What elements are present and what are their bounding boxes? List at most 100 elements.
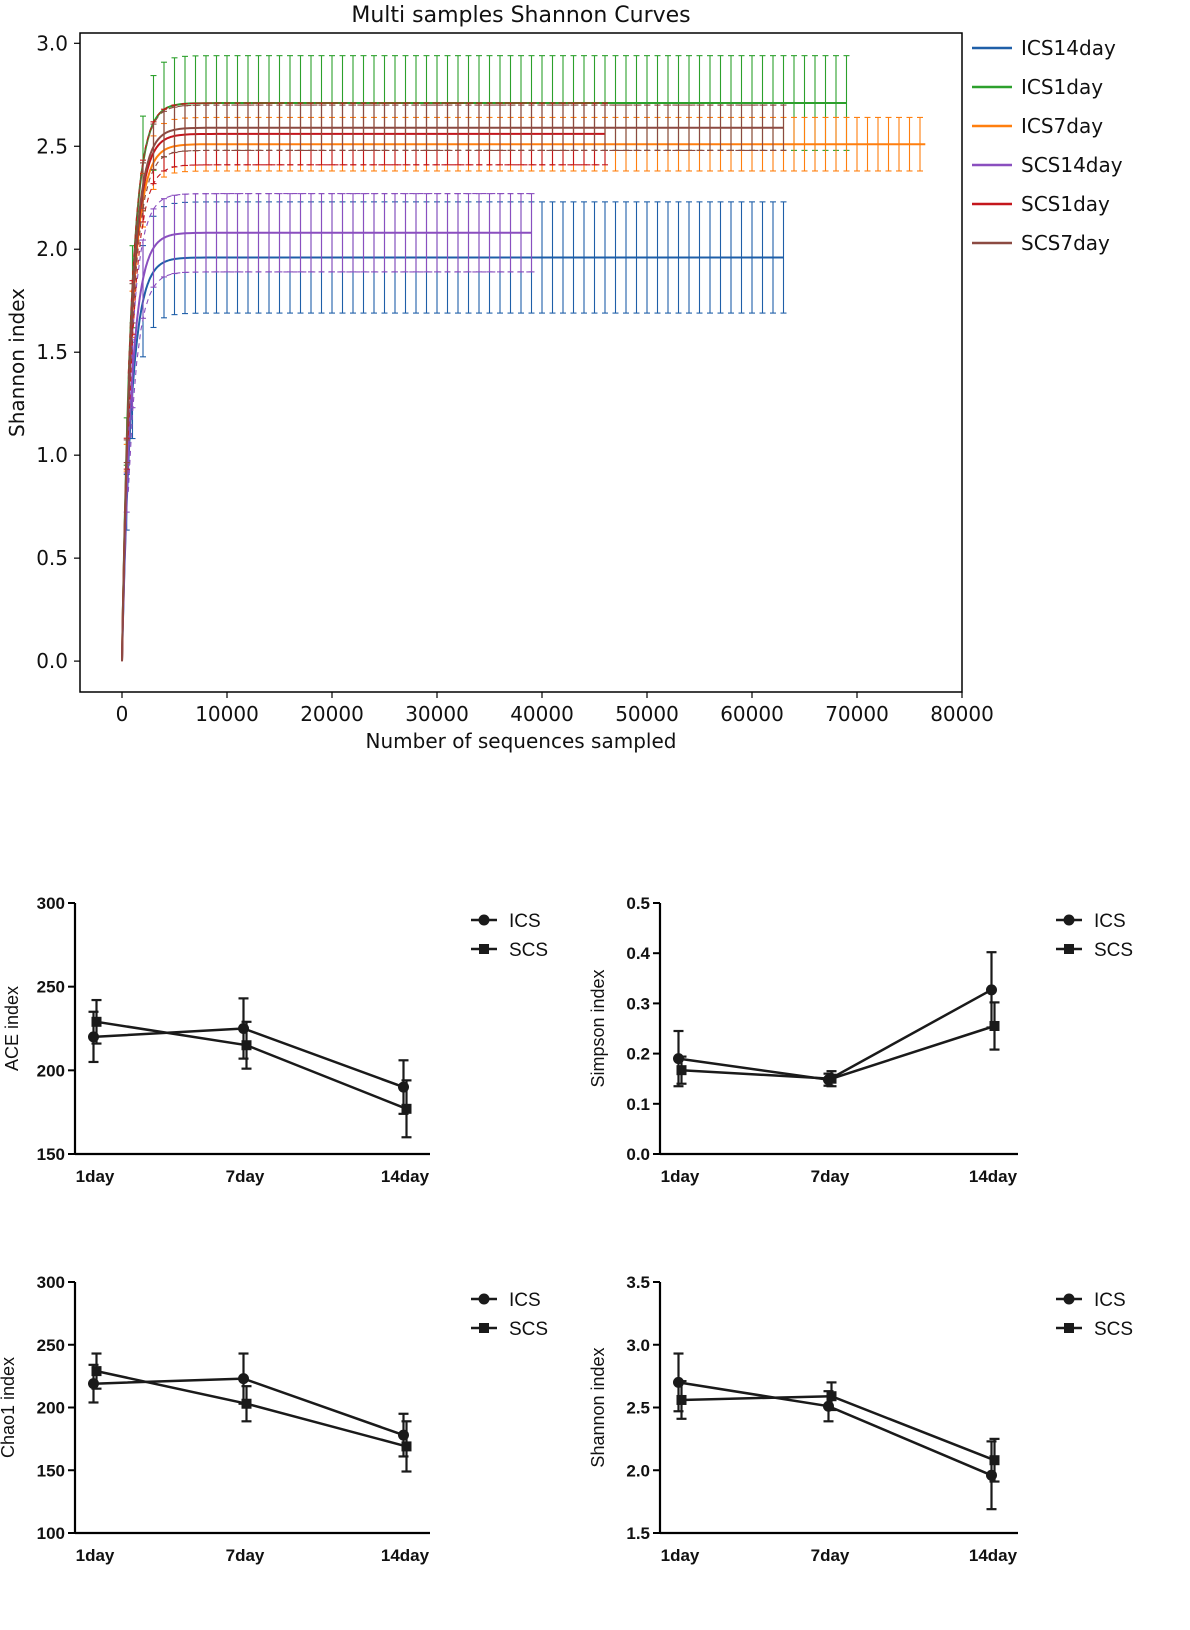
x-tick-label: 7day bbox=[811, 1167, 850, 1186]
y-tick-label: 150 bbox=[37, 1461, 65, 1480]
series-ICS14day bbox=[121, 201, 787, 662]
legend-marker-circle bbox=[478, 914, 490, 926]
legend-label: ICS bbox=[509, 1290, 541, 1311]
error-envelope-lower bbox=[127, 149, 784, 425]
legend-label: SCS bbox=[509, 1319, 548, 1340]
x-tick-label: 14day bbox=[381, 1546, 430, 1565]
x-tick-label: 7day bbox=[226, 1167, 265, 1186]
x-tick-label: 10000 bbox=[195, 702, 259, 726]
data-point-square bbox=[676, 1065, 687, 1076]
y-axis-title: ACE index bbox=[2, 986, 22, 1071]
data-point-square bbox=[826, 1391, 837, 1402]
legend-label: ICS7day bbox=[1021, 114, 1103, 138]
series-line bbox=[678, 988, 993, 1081]
legend-marker-circle bbox=[478, 1293, 490, 1305]
x-tick-label: 1day bbox=[661, 1167, 700, 1186]
series-ICS7day bbox=[121, 116, 926, 662]
series-ICS bbox=[673, 951, 997, 1088]
series-ICS1day bbox=[121, 55, 850, 662]
y-tick-label: 300 bbox=[37, 1273, 65, 1292]
x-tick-label: 40000 bbox=[510, 702, 574, 726]
y-tick-label: 3.0 bbox=[626, 1336, 650, 1355]
y-tick-label: 1.0 bbox=[36, 443, 68, 467]
legend-label: SCS1day bbox=[1021, 192, 1110, 216]
x-tick-label: 60000 bbox=[720, 702, 784, 726]
x-tick-label: 1day bbox=[661, 1546, 700, 1565]
legend-label: SCS bbox=[1094, 940, 1133, 961]
x-tick-label: 7day bbox=[811, 1546, 850, 1565]
x-tick-label: 20000 bbox=[300, 702, 364, 726]
data-point-square bbox=[401, 1441, 412, 1452]
y-tick-label: 0.5 bbox=[36, 546, 68, 570]
legend-label: SCS14day bbox=[1021, 153, 1123, 177]
y-tick-label: 100 bbox=[37, 1524, 65, 1543]
data-point-square bbox=[826, 1073, 837, 1084]
x-tick-label: 1day bbox=[76, 1546, 115, 1565]
chart-title: Multi samples Shannon Curves bbox=[351, 3, 690, 28]
legend-marker-circle bbox=[1063, 1293, 1075, 1305]
legend-label: ICS bbox=[1094, 1290, 1126, 1311]
legend-label: ICS bbox=[1094, 911, 1126, 932]
y-tick-label: 2.0 bbox=[626, 1461, 650, 1480]
series-line bbox=[681, 1024, 995, 1080]
y-axis-title: Simpson index bbox=[588, 969, 608, 1087]
y-tick-label: 200 bbox=[37, 1399, 65, 1418]
x-tick-label: 1day bbox=[76, 1167, 115, 1186]
y-tick-label: 3.5 bbox=[626, 1273, 650, 1292]
panel-chao1-index: 100 150 200 250 300 1day 7day 14day Chao1 index I… bbox=[0, 1273, 548, 1565]
error-envelope-upper bbox=[127, 193, 532, 414]
data-point-square bbox=[401, 1103, 412, 1114]
y-tick-label: 300 bbox=[37, 894, 65, 913]
x-tick-label: 14day bbox=[969, 1546, 1018, 1565]
y-tick-label: 0.2 bbox=[626, 1045, 650, 1064]
y-tick-label: 200 bbox=[37, 1061, 65, 1080]
series-SCS bbox=[91, 1352, 412, 1473]
panel-ace-index: 150 200 250 300 1day 7day 14day ACE index ICS SCS bbox=[2, 894, 548, 1186]
x-tick-label: 70000 bbox=[825, 702, 889, 726]
legend-label: ICS bbox=[509, 911, 541, 932]
x-tick-label: 50000 bbox=[615, 702, 679, 726]
legend-marker-square bbox=[1064, 1323, 1074, 1333]
y-tick-label: 0.0 bbox=[36, 649, 68, 673]
error-envelope-upper bbox=[127, 104, 784, 379]
legend-marker-square bbox=[479, 944, 489, 954]
x-tick-label: 30000 bbox=[405, 702, 469, 726]
y-tick-label: 0.0 bbox=[626, 1145, 650, 1164]
data-point-square bbox=[91, 1366, 102, 1377]
shannon-curves-chart: Multi samples Shannon Curves 0 10000 20000 3… bbox=[5, 3, 1123, 753]
data-point-square bbox=[989, 1020, 1000, 1031]
plot-frame bbox=[79, 32, 963, 693]
data-point-square bbox=[241, 1398, 252, 1409]
error-envelope-lower bbox=[127, 164, 603, 436]
error-envelope-lower bbox=[127, 271, 532, 492]
y-tick-label: 3.0 bbox=[36, 31, 68, 55]
y-tick-label: 150 bbox=[37, 1145, 65, 1164]
x-tick-label: 14day bbox=[381, 1167, 430, 1186]
y-tick-label: 2.5 bbox=[626, 1399, 650, 1418]
legend-marker-square bbox=[1064, 944, 1074, 954]
y-tick-label: 1.5 bbox=[36, 340, 68, 364]
error-envelope-upper bbox=[127, 102, 603, 374]
legend-label: SCS bbox=[509, 940, 548, 961]
y-tick-label: 2.0 bbox=[36, 237, 68, 261]
series-SCS14day bbox=[121, 193, 535, 662]
x-tick-label: 0 bbox=[116, 702, 129, 726]
series-ICS bbox=[673, 1352, 997, 1511]
y-axis-title: Shannon index bbox=[5, 288, 29, 437]
series-line bbox=[681, 1394, 995, 1462]
series-SCS bbox=[676, 1001, 1000, 1088]
y-tick-label: 250 bbox=[37, 1336, 65, 1355]
legend-label: SCS bbox=[1094, 1319, 1133, 1340]
series-line bbox=[121, 143, 926, 662]
y-tick-label: 250 bbox=[37, 978, 65, 997]
series-line bbox=[121, 126, 784, 662]
panel-simpson-index: 0.0 0.1 0.2 0.3 0.4 0.5 1day 7day 14day Simpson i… bbox=[588, 894, 1133, 1186]
legend-marker-circle bbox=[1063, 914, 1075, 926]
series-line bbox=[121, 102, 847, 662]
x-tick-label: 7day bbox=[226, 1546, 265, 1565]
data-point-square bbox=[989, 1455, 1000, 1466]
y-axis-title: Shannon index bbox=[588, 1347, 608, 1467]
y-tick-label: 0.4 bbox=[626, 944, 650, 963]
series-SCS bbox=[676, 1380, 1000, 1483]
series-SCS1day bbox=[121, 102, 608, 662]
